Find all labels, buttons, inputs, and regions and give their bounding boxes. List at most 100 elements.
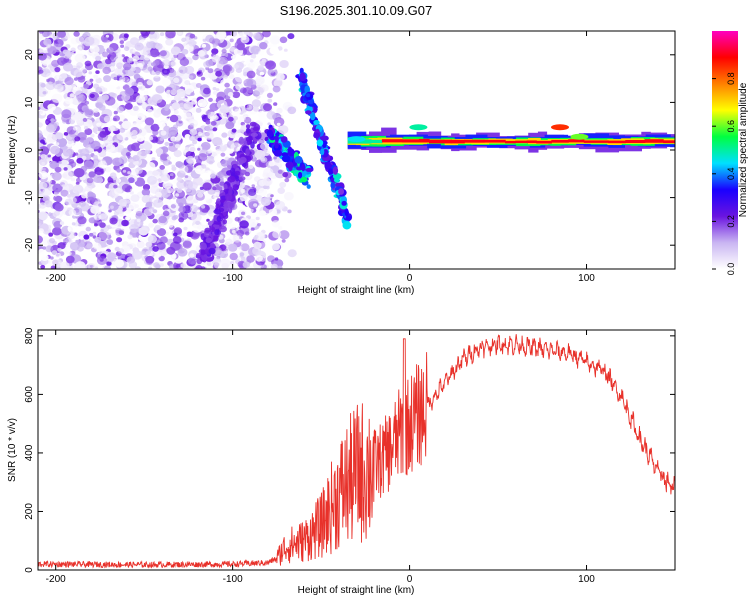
spectrogram-cell xyxy=(123,33,129,38)
spectrogram-cell xyxy=(189,75,194,79)
spectrogram-cell xyxy=(220,152,226,157)
spectrogram-cell xyxy=(151,157,156,161)
spectrogram-cell xyxy=(146,259,153,265)
spectrogram-cell xyxy=(89,102,96,108)
spectrogram-cell xyxy=(111,93,118,98)
spectrogram-cell xyxy=(46,133,58,143)
spectrogram-cell xyxy=(273,150,283,157)
colorbar-tick-label: 0.6 xyxy=(726,120,736,133)
spectrogram-cell xyxy=(196,71,203,77)
spectrogram-cell xyxy=(116,237,123,243)
spectrogram-cell xyxy=(250,53,257,59)
spectrogram-cell xyxy=(171,215,177,221)
spectrogram-cell xyxy=(195,265,203,269)
spectrogram-cell xyxy=(155,70,161,75)
spectrogram-cell xyxy=(249,121,257,127)
spectrogram-cell xyxy=(192,223,203,233)
spectrogram-cell xyxy=(211,38,221,46)
spectrogram-cell xyxy=(47,124,55,131)
spectrogram-cell xyxy=(213,261,223,269)
spectrogram-cell xyxy=(93,151,99,155)
spectrogram-cell xyxy=(176,88,186,98)
spectrogram-cell xyxy=(175,119,184,127)
spectrogram-cell xyxy=(222,65,231,73)
spectrogram-cell xyxy=(99,222,106,228)
spectrogram-cell xyxy=(231,229,236,234)
spectrogram-cell xyxy=(108,201,119,211)
spectrogram-cell xyxy=(90,133,95,138)
spectrogram-cell xyxy=(51,250,58,256)
spectrogram-cell xyxy=(171,254,176,259)
spectrogram-cell xyxy=(93,175,103,183)
spectrogram-cell xyxy=(184,175,189,179)
spectrogram-cell xyxy=(73,86,78,91)
spectrogram-cell xyxy=(190,92,195,96)
spectrogram-cell xyxy=(49,238,55,244)
colorbar-ticks: 0.0 0.2 0.4 0.6 0.8 xyxy=(712,72,736,275)
spectrogram-cell xyxy=(464,139,485,143)
spectrogram-cell xyxy=(220,112,228,119)
spectrogram-cell xyxy=(51,59,60,67)
spectrogram-cell xyxy=(219,104,230,114)
spectrogram-cell xyxy=(129,174,134,178)
spectrogram-cell xyxy=(306,93,311,98)
spectrogram-cell xyxy=(99,130,107,138)
spectrogram-cell xyxy=(42,195,51,203)
spectrogram-cell xyxy=(197,192,204,198)
spectrogram-cell xyxy=(225,217,233,225)
spectrogram-cell xyxy=(54,67,61,73)
spectrogram-cell xyxy=(64,198,73,206)
spectrogram-cell xyxy=(113,187,123,195)
spectrogram-cell xyxy=(197,50,206,57)
spectrogram-cell xyxy=(207,68,214,74)
spectrogram-cell xyxy=(172,236,182,244)
spectrogram-cell xyxy=(146,80,153,86)
spectrogram-cell xyxy=(49,160,60,170)
spectrogram-cell xyxy=(42,167,46,171)
spectrogram-cell xyxy=(197,147,201,151)
spectrogram-cell xyxy=(61,109,72,119)
spectrogram-cell xyxy=(227,175,236,183)
spectrogram-cell xyxy=(122,58,128,63)
spectrogram-cell xyxy=(189,123,195,127)
spectrogram-cell xyxy=(63,132,69,136)
spectrogram-cell xyxy=(299,72,306,82)
spectrogram-cell xyxy=(146,41,154,49)
spectrogram-cell xyxy=(583,140,609,143)
spectrogram-cell xyxy=(87,191,94,197)
spectrogram-cell xyxy=(242,261,250,268)
spectrogram-cell xyxy=(231,128,237,133)
spectrogram-cell xyxy=(39,31,44,34)
spectrogram-cell xyxy=(104,265,111,269)
spectrogram-cell xyxy=(197,131,203,136)
spectrogram-cell xyxy=(239,115,246,121)
spectrogram-cell xyxy=(54,203,64,212)
spectrogram-cell xyxy=(241,211,246,216)
spectrogram-cell xyxy=(536,140,552,144)
spectrogram-cell xyxy=(229,223,237,230)
spectrogram-cell xyxy=(52,183,63,193)
spectrogram-cell xyxy=(136,135,145,142)
spectrogram-cell xyxy=(73,69,83,78)
spectrogram-cell xyxy=(182,232,188,237)
spectrogram-cell xyxy=(121,183,131,192)
spectrogram-cell xyxy=(158,122,166,129)
spectrogram-cell xyxy=(59,180,68,188)
spectrogram-cell xyxy=(247,198,259,209)
spectrogram-cell xyxy=(266,92,273,98)
spectrogram-cell xyxy=(84,60,92,67)
spectrogram-cell xyxy=(232,234,242,243)
spectrogram-cell xyxy=(62,241,67,246)
spectrogram-cell xyxy=(505,140,516,144)
spectrogram-cell xyxy=(229,38,234,43)
spectrogram-cell xyxy=(39,110,43,114)
spectrogram-cell xyxy=(338,188,345,195)
spectrogram-cell xyxy=(170,136,177,142)
spectrogram-cell xyxy=(209,103,219,112)
spectrogram-cell xyxy=(171,166,177,171)
spectrogram-cell xyxy=(211,48,219,55)
spectrogram-cell xyxy=(225,121,235,130)
spectrogram-cell xyxy=(239,32,244,37)
spectrogram-cell xyxy=(258,50,265,56)
spectrogram-cell xyxy=(143,90,149,95)
